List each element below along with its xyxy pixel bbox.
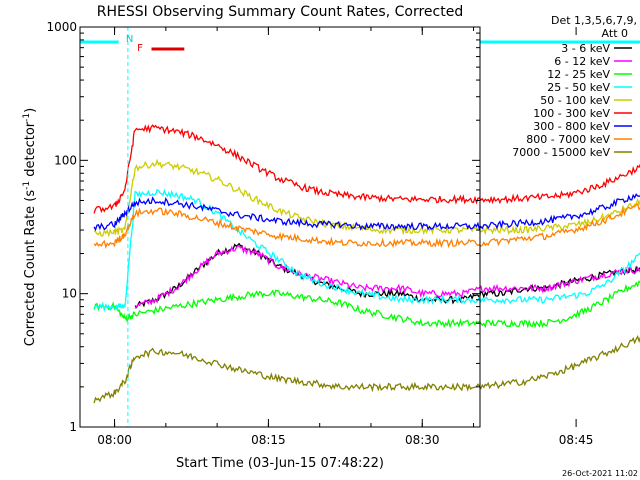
legend-label-3-6-kev: 3 - 6 keV bbox=[561, 42, 610, 55]
legend-label-300-800-kev: 300 - 800 keV bbox=[533, 120, 610, 133]
y-label-main: Corrected Count Rate (s bbox=[23, 190, 38, 347]
legend-label-12-25-kev: 12 - 25 keV bbox=[547, 68, 610, 81]
series-line-7000-15000-kev bbox=[93, 334, 640, 404]
x-tick-label-08-30: 08:30 bbox=[405, 433, 440, 447]
chart-title: RHESSI Observing Summary Count Rates, Co… bbox=[97, 4, 463, 20]
series-line-800-7000-kev bbox=[93, 202, 640, 250]
x-tick-label-08-45: 08:45 bbox=[559, 433, 594, 447]
footer-date: 26-Oct-2021 11:02 bbox=[562, 469, 638, 478]
legend-label-100-300-kev: 100 - 300 keV bbox=[533, 107, 610, 120]
legend-header-line2: Att 0 bbox=[602, 27, 628, 40]
y-tick-label-100: 100 bbox=[54, 153, 77, 167]
series-line-100-300-kev bbox=[93, 124, 640, 214]
series-line-6-12-kev bbox=[134, 245, 640, 309]
night-label: N bbox=[126, 34, 133, 45]
legend-label-25-50-kev: 25 - 50 keV bbox=[547, 81, 610, 94]
flare-label: F bbox=[137, 43, 143, 54]
marker-layer: NF bbox=[80, 27, 640, 427]
x-tick-label-08-15: 08:15 bbox=[251, 433, 286, 447]
data-layer bbox=[93, 124, 640, 404]
y-label-sup1: -1 bbox=[22, 181, 32, 190]
y-label-mid: detector bbox=[23, 121, 38, 181]
y-tick-label-1: 1 bbox=[69, 420, 77, 434]
y-axis-label: Corrected Count Rate (s-1 detector-1) bbox=[22, 108, 38, 346]
series-line-25-50-kev bbox=[93, 188, 640, 313]
legend-label-6-12-kev: 6 - 12 keV bbox=[554, 55, 610, 68]
y-label-sup2: -1 bbox=[22, 113, 32, 122]
plot-frame bbox=[79, 26, 481, 428]
y-tick-label-10: 10 bbox=[62, 287, 77, 301]
legend-label-800-7000-kev: 800 - 7000 keV bbox=[526, 133, 610, 146]
series-line-12-25-kev bbox=[93, 279, 640, 329]
x-tick-label-08-00: 08:00 bbox=[97, 433, 132, 447]
legend-label-7000-15000-kev: 7000 - 15000 keV bbox=[512, 146, 610, 159]
y-tick-label-1000: 1000 bbox=[46, 20, 77, 34]
y-label-end: ) bbox=[23, 108, 38, 113]
x-axis-label: Start Time (03-Jun-15 07:48:22) bbox=[176, 456, 384, 471]
legend-header-line1: Det 1,3,5,6,7,9, bbox=[551, 14, 637, 27]
legend-label-50-100-kev: 50 - 100 keV bbox=[540, 94, 610, 107]
series-line-300-800-kev bbox=[93, 193, 640, 232]
